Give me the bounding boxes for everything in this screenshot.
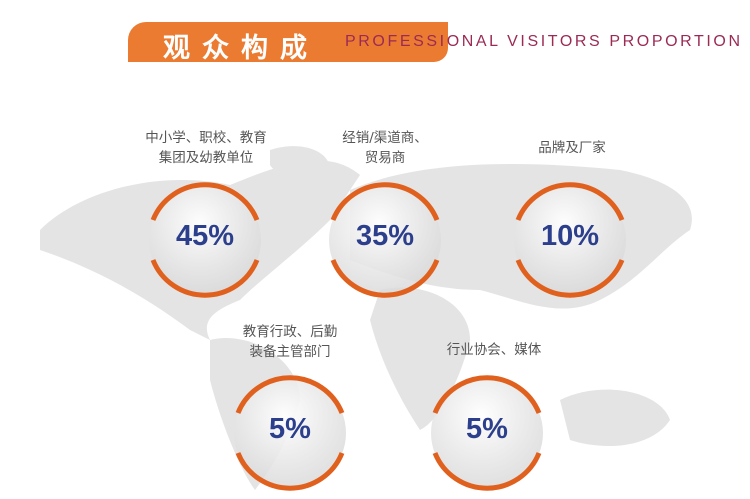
- ring-icon: [514, 182, 626, 298]
- segment-label: 经销/渠道商、 贸易商: [285, 128, 485, 168]
- ring-bottom-arc: [235, 452, 345, 491]
- title-banner: [128, 22, 448, 62]
- percent-value: 10%: [540, 220, 600, 252]
- ring-top-arc: [235, 375, 345, 414]
- label-line: 经销/渠道商、: [342, 130, 428, 146]
- title-english: PROFESSIONAL VISITORS PROPORTION: [345, 33, 743, 50]
- ring-bottom-arc: [432, 452, 542, 491]
- ring-bottom-arc: [515, 259, 625, 298]
- segment-label: 中小学、职校、教育 集团及幼教单位: [106, 128, 306, 168]
- percent-circle: 5%: [228, 371, 352, 495]
- ring-icon: [431, 375, 543, 491]
- label-line: 装备主管部门: [249, 344, 331, 360]
- label-line: 贸易商: [364, 150, 406, 166]
- ring-top-arc: [330, 182, 440, 221]
- label-line: 教育行政、后勤: [242, 324, 338, 340]
- percent-value: 5%: [466, 413, 508, 445]
- segment-label: 行业协会、媒体: [394, 340, 594, 360]
- segment-label: 品牌及厂家: [472, 138, 672, 158]
- label-line: 行业协会、媒体: [446, 342, 542, 358]
- percent-value: 5%: [269, 413, 311, 445]
- ring-top-arc: [515, 182, 625, 221]
- ring-icon: [149, 182, 261, 298]
- percent-value: 35%: [355, 220, 415, 252]
- ring-bottom-arc: [330, 259, 440, 298]
- label-line: 品牌及厂家: [538, 140, 606, 156]
- segment-label: 教育行政、后勤 装备主管部门: [190, 322, 390, 362]
- label-line: 集团及幼教单位: [158, 150, 254, 166]
- percent-value: 45%: [175, 220, 235, 252]
- ring-top-arc: [432, 375, 542, 414]
- percent-circle: 5%: [425, 371, 549, 495]
- percent-circle: 10%: [508, 178, 632, 302]
- ring-top-arc: [150, 182, 260, 221]
- title-chinese: 观众构成: [163, 33, 319, 64]
- percent-circle: 35%: [323, 178, 447, 302]
- percent-circle: 45%: [143, 178, 267, 302]
- ring-icon: [329, 182, 441, 298]
- ring-icon: [234, 375, 346, 491]
- label-line: 中小学、职校、教育: [145, 130, 267, 146]
- ring-bottom-arc: [150, 259, 260, 298]
